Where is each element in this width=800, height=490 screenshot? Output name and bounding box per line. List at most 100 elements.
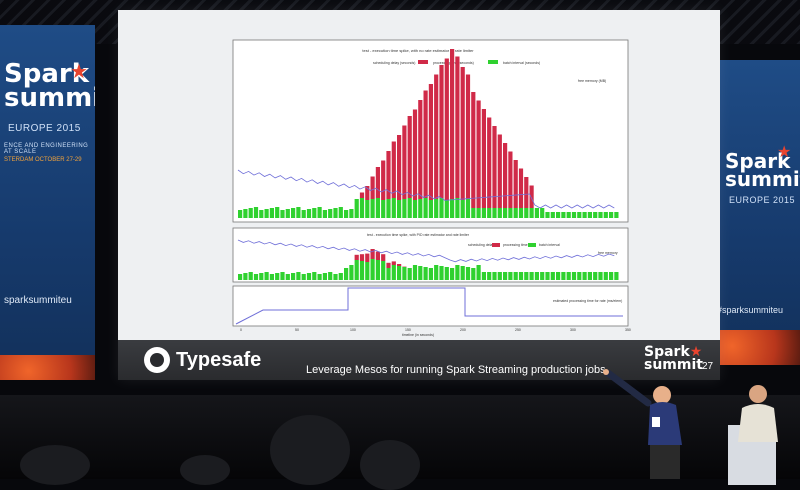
chart2-bar-green	[609, 272, 613, 280]
chart2-bar-green	[535, 272, 539, 280]
chart1-bar-green	[614, 212, 618, 218]
chart1-bar-green	[530, 208, 534, 218]
chart2-bar-green	[545, 272, 549, 280]
chart2-bar-green	[328, 272, 332, 280]
chart2-bar-green	[259, 273, 263, 280]
chart3-xlabel: timeline (in seconds)	[402, 333, 434, 337]
chart1-bar-green	[328, 209, 332, 218]
chart1-bar-green	[498, 208, 502, 218]
chart1-bar-green	[508, 208, 512, 218]
chart1-bar-red	[381, 161, 385, 201]
chart2-bar-green	[355, 260, 359, 280]
chart1-bar-green	[386, 199, 390, 218]
chart2-bar-green	[508, 272, 512, 280]
chart2-bar-red	[397, 264, 401, 266]
chart1-bar-green	[556, 212, 560, 218]
chart1-legend-swatch-batch	[488, 60, 498, 64]
chart1-bar-green	[344, 210, 348, 218]
chart2-bar-green	[434, 265, 438, 280]
chart2-bar-green	[280, 272, 284, 280]
chart1-bar-green	[551, 212, 555, 218]
chart3-xtick-label: 50	[295, 328, 299, 332]
chart1-bar-red	[445, 59, 449, 201]
chart2-bar-green	[530, 272, 534, 280]
left-banner-dates: STERDAM OCTOBER 27-29	[4, 157, 82, 163]
chart1-bar-green	[339, 207, 343, 218]
chart1-bar-green	[439, 198, 443, 218]
chart2-bar-green	[487, 272, 491, 280]
chart1-bar-red	[508, 152, 512, 209]
chart2-bar-red	[386, 263, 390, 268]
chart2-bar-green	[418, 266, 422, 280]
chart1-bar-green	[355, 199, 359, 218]
chart2-bar-green	[556, 272, 560, 280]
chart2-bar-green	[249, 272, 253, 280]
speaker-figure	[600, 365, 710, 479]
chart2-bar-green	[291, 273, 295, 280]
chart1-bar-green	[259, 210, 263, 218]
left-banner-graphic	[0, 355, 95, 380]
chart2-bar-green	[376, 260, 380, 280]
chart1-bar-green	[349, 209, 353, 218]
chart1-bar-green	[249, 208, 253, 218]
chart2-bar-green	[583, 272, 587, 280]
chart1-bar-green	[487, 208, 491, 218]
chart1-bar-red	[392, 142, 396, 199]
chart1-bar-green	[482, 208, 486, 218]
chart1-bar-red	[402, 126, 406, 200]
chart2-bar-green	[371, 259, 375, 280]
chart3-xtick-label: 350	[625, 328, 631, 332]
chart1-bar-green	[323, 210, 327, 218]
chart1-title: test - execution time spike, with no rat…	[362, 48, 474, 53]
chart1-bar-red	[376, 167, 380, 198]
chart1-bar-green	[286, 209, 290, 218]
chart1-bar-red	[397, 135, 401, 200]
chart1-legend-swatch-delay	[418, 60, 428, 64]
chart1-bar-green	[561, 212, 565, 218]
chart1-bar-green	[371, 199, 375, 218]
chart1-bar-green	[265, 209, 269, 218]
left-banner-tagline: ENCE AND ENGINEERING AT SCALE	[4, 143, 95, 155]
audience-head	[360, 440, 420, 490]
chart2-bar-green	[466, 267, 470, 280]
chart2-bar-red	[376, 252, 380, 260]
star-icon: ★	[70, 59, 88, 84]
chart1-bar-green	[588, 212, 592, 218]
chart2-bar-green	[471, 268, 475, 280]
chart2-bar-green	[551, 272, 555, 280]
chart2-bar-green	[408, 268, 412, 280]
chart2-bar-green	[519, 272, 523, 280]
chart1-bar-green	[455, 198, 459, 218]
chart1-legend-delay: scheduling delay (seconds)	[373, 61, 415, 65]
chart2-bar-green	[614, 272, 618, 280]
chart2-bar-green	[572, 272, 576, 280]
chart2-title: test - execution time spike, with PID ra…	[367, 233, 470, 237]
chart2-bar-green	[265, 272, 269, 280]
chart1-bar-red	[530, 186, 534, 209]
chart1-bar-green	[583, 212, 587, 218]
chart2-legend-swatch-delay	[492, 243, 500, 247]
chart2-bar-green	[243, 273, 247, 280]
chart1-bar-red	[498, 135, 502, 209]
chart1-bar-green	[466, 199, 470, 218]
chart2-bar-green	[323, 273, 327, 280]
chart1-bar-red	[487, 118, 491, 209]
chart1-bar-green	[545, 212, 549, 218]
chart1-bar-red	[434, 75, 438, 200]
chart2-bar-green	[360, 261, 364, 280]
chart1-bar-green	[360, 198, 364, 218]
audience-head	[20, 445, 90, 485]
chart2-bar-green	[397, 266, 401, 280]
chart1-bar-green	[604, 212, 608, 218]
chart2-bar-green	[286, 274, 290, 280]
chart2-bar-green	[339, 273, 343, 280]
chart2-bar-green	[503, 272, 507, 280]
chart2-bar-green	[254, 274, 258, 280]
chart1-bar-green	[609, 212, 613, 218]
chart1-bar-green	[312, 208, 316, 218]
chart2-bar-green	[604, 272, 608, 280]
chart1-bar-red	[408, 116, 412, 198]
chart1-bar-green	[492, 208, 496, 218]
chart1-bar-green	[296, 207, 300, 218]
chart2-bar-red	[392, 261, 396, 265]
